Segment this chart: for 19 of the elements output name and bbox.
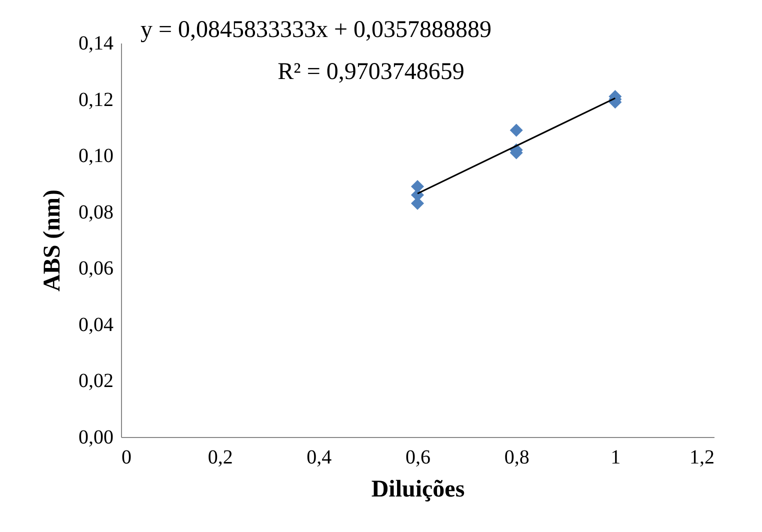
y-tick-label: 0,14 — [78, 32, 114, 54]
x-tick-label: 0,4 — [306, 446, 332, 468]
y-axis-title: ABS (nm) — [40, 189, 66, 292]
y-tick-label: 0,02 — [78, 370, 114, 392]
y-tick-label: 0,04 — [78, 314, 114, 336]
y-tick-label: 0,12 — [78, 88, 114, 111]
y-tick-label: 0,08 — [78, 201, 114, 224]
x-tick-label: 0,6 — [406, 446, 430, 468]
x-tick-label: 0 — [122, 446, 132, 468]
x-tick-label: 1,2 — [690, 446, 714, 468]
y-tick-label: 0,06 — [78, 258, 114, 280]
x-tick-label: 0,2 — [208, 446, 233, 468]
x-tick-label: 1 — [610, 446, 621, 468]
text: y = 0,0845833333x + 0,0357888889 — [140, 17, 492, 43]
y-tick-label: 0,00 — [78, 426, 114, 448]
y-tick-label: 0,10 — [78, 145, 114, 168]
x-axis-title: Diluições — [371, 476, 465, 502]
annotation: R² = 0,9703748659 — [278, 59, 464, 85]
x-tick-label: 0,8 — [504, 446, 530, 468]
